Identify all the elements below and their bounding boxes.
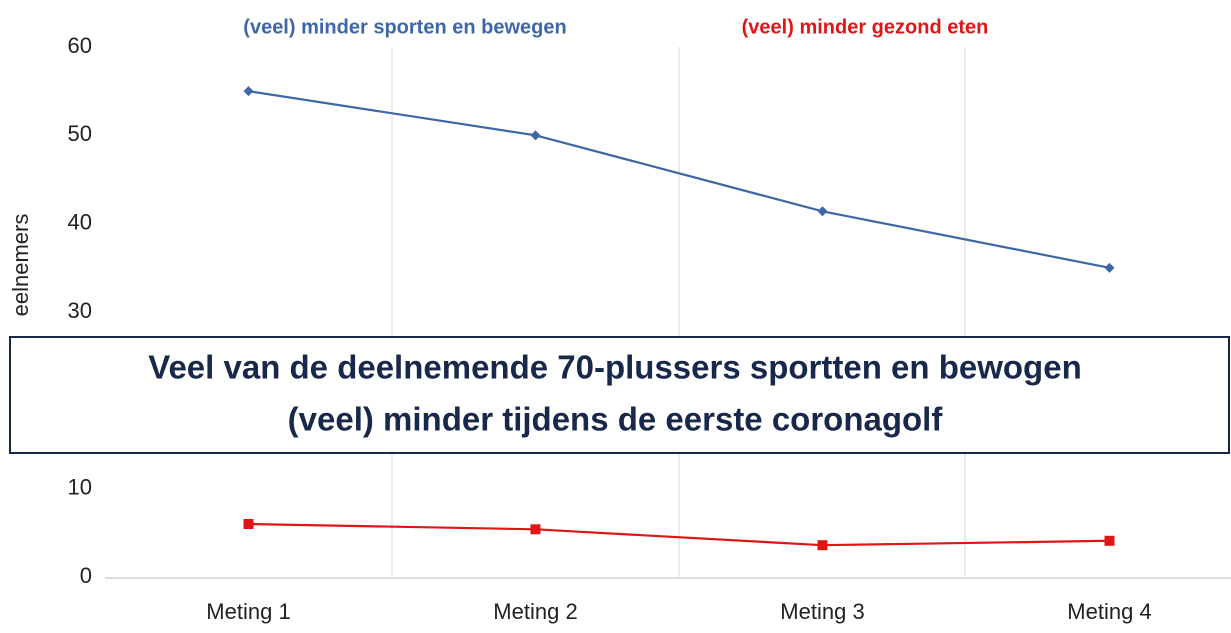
annotation-line: (veel) minder tijdens de eerste coronago…	[288, 401, 944, 438]
x-tick-label: Meting 2	[493, 599, 577, 624]
annotation-frame	[9, 336, 1230, 454]
x-tick-label: Meting 1	[206, 599, 290, 624]
legend-entry: (veel) minder gezond eten	[742, 16, 989, 38]
series-line	[248, 90, 1110, 269]
y-tick-label: 0	[80, 563, 92, 588]
y-tick-label: 40	[68, 209, 92, 234]
y-axis-label: eelnemers	[8, 214, 33, 317]
y-tick-label: 10	[68, 474, 92, 499]
annotation-box: Veel van de deelnemende 70-plussers spor…	[9, 336, 1230, 454]
point	[243, 86, 254, 97]
y-tick-label: 60	[68, 33, 92, 58]
y-tick-label: 30	[68, 298, 92, 323]
annotation-line: Veel van de deelnemende 70-plussers spor…	[148, 349, 1081, 386]
y-tick-label: 50	[68, 121, 92, 146]
point	[530, 130, 541, 141]
x-tick-label: Meting 3	[780, 599, 864, 624]
legend-entry: (veel) minder sporten en bewegen	[243, 16, 566, 38]
point	[817, 540, 828, 551]
point	[243, 519, 254, 529]
series-line	[248, 522, 1110, 547]
point	[817, 206, 828, 217]
point	[1104, 535, 1115, 546]
point	[530, 524, 541, 535]
x-tick-label: Meting 4	[1067, 599, 1151, 624]
point	[1104, 262, 1115, 273]
